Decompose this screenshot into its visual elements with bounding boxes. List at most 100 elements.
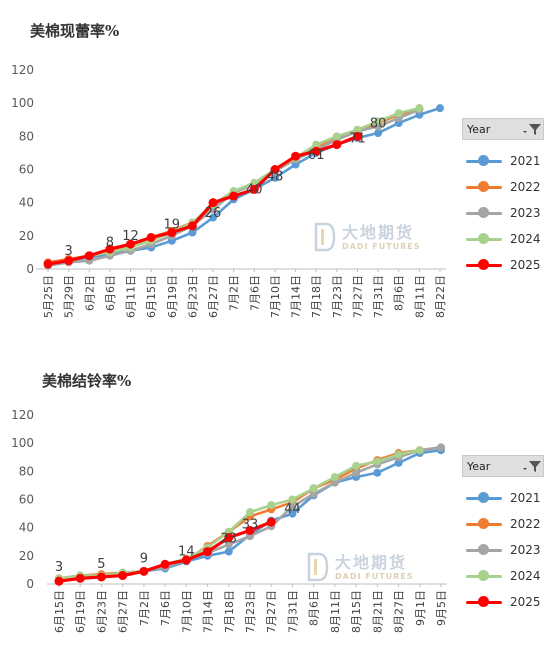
- data-point-2021: [436, 104, 444, 113]
- dadi-logo-icon: [307, 552, 329, 582]
- data-point-2023: [224, 540, 233, 549]
- data-label: 44: [284, 502, 301, 517]
- x-tick-label: 7月6日: [159, 590, 172, 626]
- x-tick-label: 6月2日: [83, 275, 96, 311]
- chart2-title: 美棉结铃率%: [42, 372, 132, 390]
- x-tick-label: 7月27日: [265, 590, 278, 633]
- data-point-2021: [270, 173, 279, 182]
- legend-item-2023[interactable]: 2023: [462, 537, 544, 563]
- legend-header[interactable]: Year: [462, 455, 544, 477]
- x-tick-label: 7月23日: [331, 275, 344, 318]
- data-point-2025: [54, 576, 64, 586]
- legend-item-2022[interactable]: 2022: [462, 511, 544, 537]
- data-point-2025: [160, 559, 170, 569]
- legend-swatch: [466, 155, 502, 167]
- legend-item-2021[interactable]: 2021: [462, 148, 544, 174]
- x-tick-label: 8月15日: [350, 590, 363, 633]
- y-tick-label: 60: [19, 163, 34, 177]
- data-point-2024: [415, 104, 424, 113]
- legend-item-2023[interactable]: 2023: [462, 200, 544, 226]
- legend-label: 2022: [510, 180, 541, 194]
- x-tick-label: 6月27日: [117, 590, 130, 633]
- y-tick-label: 40: [19, 196, 34, 210]
- data-point-2025: [266, 517, 276, 527]
- dadi-logo-icon: [314, 222, 336, 252]
- legend-item-2021[interactable]: 2021: [462, 485, 544, 511]
- x-tick-label: 7月31日: [286, 590, 299, 633]
- legend-label: 2025: [510, 258, 541, 272]
- x-tick-label: 8月22日: [434, 275, 447, 318]
- y-tick-label: 20: [19, 229, 34, 243]
- x-tick-label: 7月27日: [351, 275, 364, 318]
- y-tick-label: 100: [11, 96, 34, 110]
- data-point-2024: [352, 461, 361, 470]
- legend-item-2024[interactable]: 2024: [462, 563, 544, 589]
- x-tick-label: 7月2日: [228, 275, 241, 311]
- x-tick-label: 8月6日: [393, 275, 406, 311]
- data-point-2025: [118, 571, 128, 581]
- data-point-2021: [394, 458, 403, 467]
- y-tick-label: 0: [26, 577, 34, 591]
- legend-item-2024[interactable]: 2024: [462, 226, 544, 252]
- legend-label: 2024: [510, 569, 541, 583]
- y-tick-label: 120: [11, 408, 34, 422]
- x-tick-label: 6月15日: [145, 275, 158, 318]
- x-tick-label: 8月21日: [371, 590, 384, 633]
- series-line-2025: [46, 134, 360, 266]
- legend-item-2022[interactable]: 2022: [462, 174, 544, 200]
- filter-dropdown-icon[interactable]: [521, 121, 543, 137]
- data-point-2025: [181, 555, 191, 565]
- y-tick-label: 80: [19, 129, 34, 143]
- x-tick-label: 6月11日: [125, 275, 138, 318]
- data-label: 19: [164, 217, 181, 232]
- data-point-2025: [224, 533, 234, 543]
- x-tick-label: 9月1日: [414, 590, 427, 626]
- y-tick-label: 120: [11, 63, 34, 77]
- chart1-title: 美棉现蕾率%: [30, 22, 120, 40]
- watermark-logo: 大地期货 DADI FUTURES: [312, 222, 421, 252]
- data-point-2025: [291, 151, 301, 161]
- legend-label: 2021: [510, 491, 541, 505]
- data-label: 14: [178, 544, 195, 559]
- legend-swatch: [466, 259, 502, 271]
- y-tick-label: 80: [19, 464, 34, 478]
- x-tick-label: 7月2日: [138, 590, 151, 626]
- legend-swatch: [466, 570, 502, 582]
- x-tick-label: 7月18日: [223, 590, 236, 633]
- data-point-2021: [373, 468, 382, 477]
- x-tick-label: 6月23日: [186, 275, 199, 318]
- data-point-2025: [187, 221, 197, 231]
- x-tick-label: 6月6日: [104, 275, 117, 311]
- data-label: 40: [246, 183, 263, 198]
- data-label: 9: [140, 551, 148, 566]
- legend-item-2025[interactable]: 2025: [462, 589, 544, 615]
- data-point-2024: [332, 132, 341, 141]
- legend-item-2025[interactable]: 2025: [462, 252, 544, 278]
- x-tick-label: 5月25日: [42, 275, 55, 318]
- data-point-2024: [415, 446, 424, 455]
- data-point-2025: [249, 184, 259, 194]
- data-point-2024: [394, 109, 403, 118]
- x-tick-label: 7月14日: [202, 590, 215, 633]
- filter-dropdown-icon[interactable]: [521, 458, 543, 474]
- data-label: 61: [308, 148, 325, 163]
- legend-swatch: [466, 518, 502, 530]
- data-point-2025: [245, 525, 255, 535]
- data-point-2023: [437, 443, 445, 452]
- boll-setting-rate-chart: 0 20 40 60 80 100 120 6月15日 6月19日 6月23日 6月27日 7月2日 7…: [11, 408, 448, 633]
- x-tick-label: 8月11日: [413, 275, 426, 318]
- legend-header[interactable]: Year: [462, 118, 544, 140]
- data-point-2025: [352, 131, 362, 141]
- budding-rate-chart: 0 20 40 60 80 100 120 5月25日 5月29日 6月2日 6月6日 6月11日 6月…: [11, 63, 447, 318]
- x-tick-label: 7月6日: [248, 275, 261, 311]
- data-point-2025: [146, 232, 156, 242]
- legend-label: 2021: [510, 154, 541, 168]
- data-point-2024: [353, 125, 362, 134]
- data-point-2024: [246, 508, 254, 517]
- data-point-2025: [43, 259, 53, 269]
- data-point-2024: [373, 457, 382, 466]
- data-point-2025: [270, 165, 280, 174]
- data-label: 33: [242, 518, 259, 533]
- y-tick-label: 40: [19, 521, 34, 535]
- x-tick-label: 7月10日: [180, 590, 193, 633]
